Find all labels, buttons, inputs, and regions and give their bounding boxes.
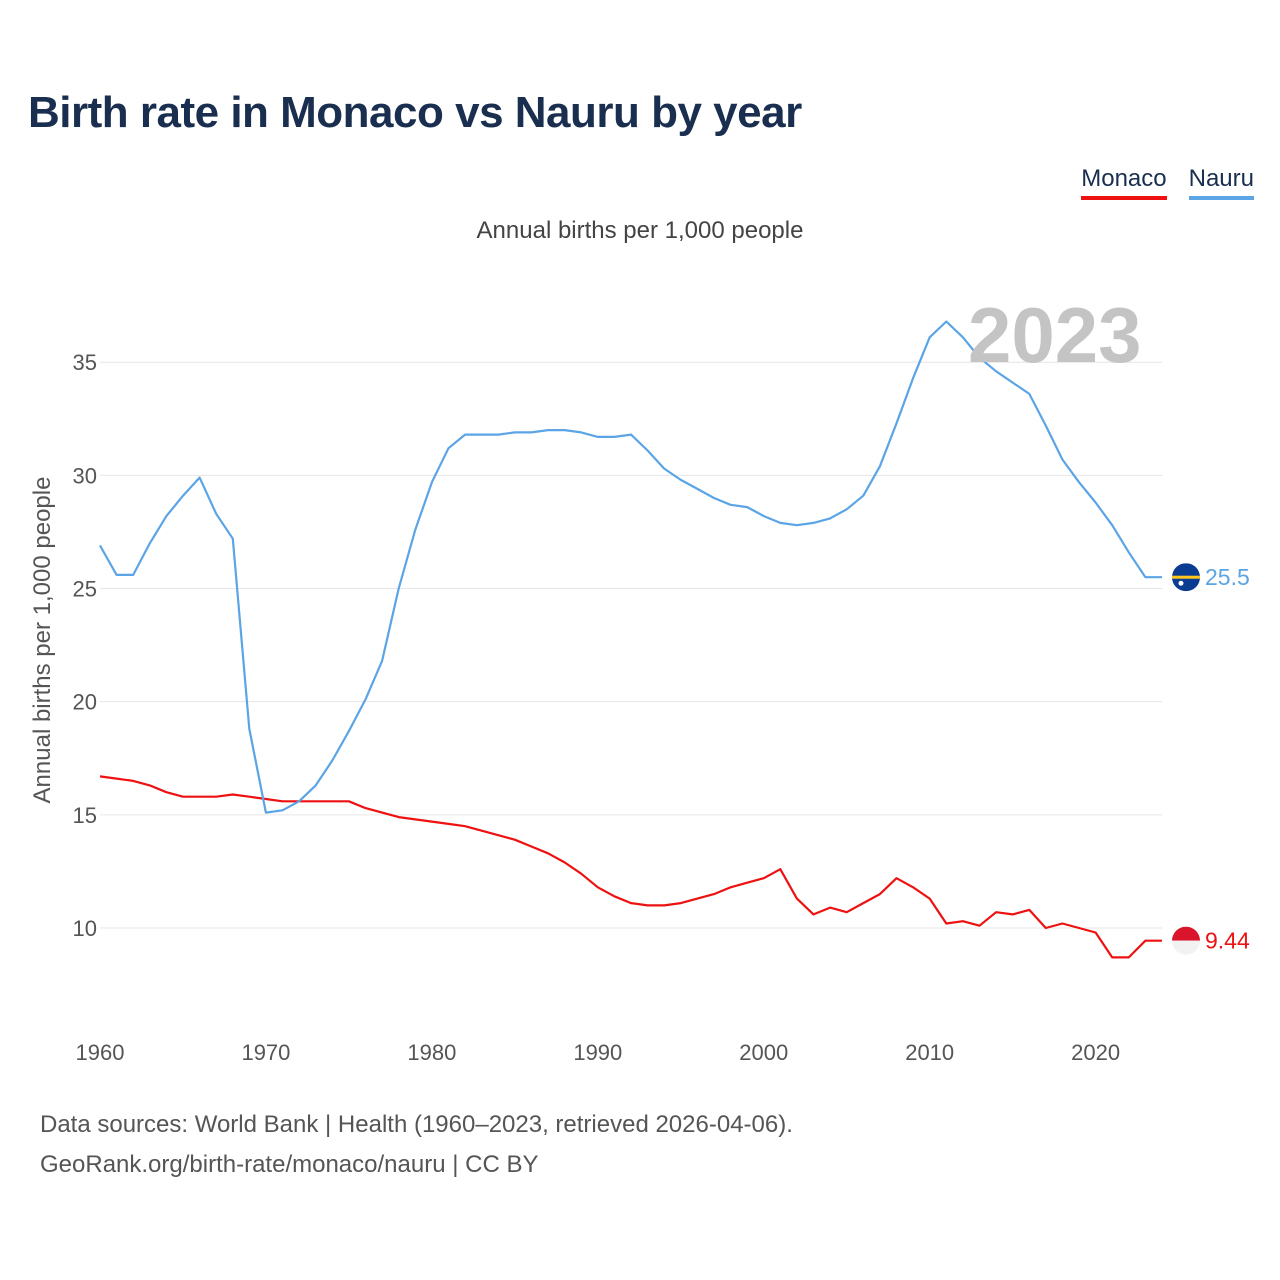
- legend-item-nauru[interactable]: Nauru: [1188, 166, 1254, 200]
- nauru-flag-icon: [1172, 563, 1200, 592]
- x-tick-label: 2000: [739, 1040, 788, 1065]
- y-tick-label: 15: [73, 803, 97, 828]
- x-tick-label: 1960: [76, 1040, 125, 1065]
- y-tick-label: 30: [73, 463, 97, 488]
- y-tick-label: 35: [73, 350, 97, 375]
- x-tick-label: 2020: [1071, 1040, 1120, 1065]
- y-tick-label: 25: [73, 577, 97, 602]
- year-watermark: 2023: [968, 291, 1142, 379]
- x-tick-label: 1980: [407, 1040, 456, 1065]
- y-tick-label: 10: [73, 916, 97, 941]
- legend-item-monaco[interactable]: Monaco: [1081, 166, 1167, 200]
- legend: Monaco Nauru: [1081, 166, 1254, 200]
- chart-subtitle: Annual births per 1,000 people: [476, 217, 804, 244]
- x-tick-label: 1990: [573, 1040, 622, 1065]
- footer-sources: Data sources: World Bank | Health (1960–…: [40, 1111, 793, 1138]
- chart-title: Birth rate in Monaco vs Nauru by year: [28, 88, 802, 137]
- series-line-monaco: [99, 775, 1162, 959]
- y-tick-label: 20: [73, 690, 97, 715]
- footer-attribution: GeoRank.org/birth-rate/monaco/nauru | CC…: [40, 1151, 539, 1178]
- footer: Data sources: World Bank | Health (1960–…: [40, 1105, 793, 1185]
- monaco-end-value: 9.44: [1205, 928, 1250, 954]
- y-axis-label: Annual births per 1,000 people: [29, 477, 56, 804]
- series-line-nauru: [99, 320, 1162, 814]
- nauru-end-value: 25.5: [1205, 564, 1250, 590]
- monaco-flag-icon: [1172, 926, 1200, 955]
- x-tick-label: 2010: [905, 1040, 954, 1065]
- x-tick-label: 1970: [241, 1040, 290, 1065]
